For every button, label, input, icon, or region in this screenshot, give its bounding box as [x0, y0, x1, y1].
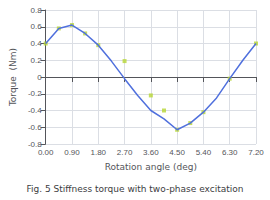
svg-text:2.70: 2.70 [117, 148, 133, 157]
svg-text:Fig. 5 Stiffness torque with t: Fig. 5 Stiffness torque with two-phase e… [27, 184, 244, 194]
svg-text:-0.4: -0.4 [28, 106, 42, 115]
svg-text:4.50: 4.50 [169, 148, 185, 157]
svg-text:-0.2: -0.2 [28, 89, 42, 98]
svg-text:-0.8: -0.8 [27, 139, 42, 149]
svg-text:0.8: 0.8 [31, 6, 43, 15]
svg-text:0.00: 0.00 [38, 148, 54, 157]
svg-text:7.20: 7.20 [248, 148, 264, 157]
svg-text:0.90: 0.90 [64, 148, 80, 157]
svg-text:3.60: 3.60 [143, 148, 159, 157]
svg-text:5.40: 5.40 [196, 148, 212, 157]
svg-text:Torque (Nm): Torque (Nm) [8, 48, 18, 107]
svg-text:0.4: 0.4 [31, 39, 43, 48]
svg-text:0.6: 0.6 [31, 22, 43, 31]
svg-text:Rotation angle (deg): Rotation angle (deg) [105, 162, 197, 172]
svg-text:0: 0 [37, 73, 42, 82]
svg-text:-0.6: -0.6 [28, 123, 42, 132]
svg-text:6.30: 6.30 [222, 148, 238, 157]
svg-text:0.2: 0.2 [31, 56, 43, 65]
svg-text:1.80: 1.80 [90, 148, 106, 157]
